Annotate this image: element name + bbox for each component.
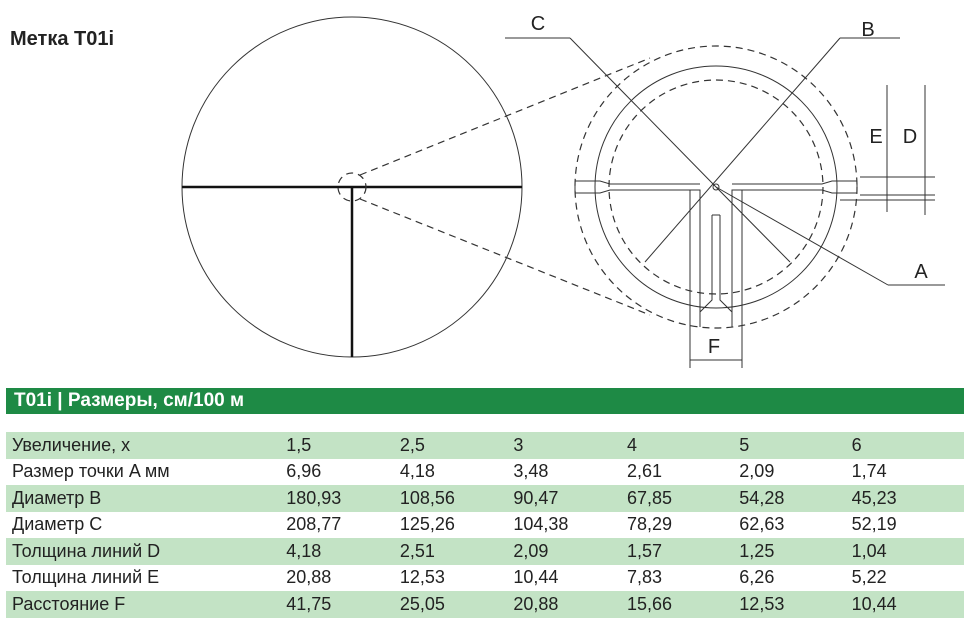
cell: 78,29 — [626, 514, 673, 535]
cell: 52,19 — [851, 514, 897, 535]
cell: 1,5 — [286, 434, 312, 455]
table-row: Диаметр C 208,77 125,26 104,38 78,29 62,63 52,… — [6, 512, 964, 539]
table-title: T01i | Размеры, см/100 м — [6, 388, 964, 414]
cell: 4,18 — [286, 540, 322, 561]
cell: 25,05 — [399, 593, 445, 614]
cell: 1,04 — [851, 540, 887, 561]
cell: 67,85 — [626, 487, 673, 508]
row-label: Размер точки A мм — [12, 461, 170, 482]
cell: 4,18 — [399, 461, 435, 482]
cell: 2,09 — [739, 461, 775, 482]
dimensions-table: Увеличение, x 1,5 2,5 3 4 5 6 Размер точки A мм… — [6, 432, 964, 618]
cell: 20,88 — [286, 567, 332, 588]
table-row: Расстояние F 41,75 25,05 20,88 15,66 12,53 10,… — [6, 591, 964, 618]
cell: 2,5 — [399, 434, 425, 455]
cell: 62,63 — [739, 514, 785, 535]
cell: 15,66 — [626, 593, 673, 614]
cell: 3,48 — [513, 461, 549, 482]
label-f: F — [708, 336, 720, 358]
cell: 108,56 — [399, 487, 455, 508]
cell: 10,44 — [851, 593, 897, 614]
cell: 2,61 — [626, 461, 663, 482]
cell: 208,77 — [286, 514, 342, 535]
row-label: Толщина линий D — [12, 540, 161, 561]
table-row: Увеличение, x 1,5 2,5 3 4 5 6 — [6, 432, 964, 459]
label-b: B — [861, 19, 874, 41]
label-a: A — [914, 261, 928, 283]
cell: 3 — [513, 434, 524, 455]
label-c: C — [531, 13, 545, 35]
title: Метка T01i — [10, 28, 115, 50]
cell: 90,47 — [513, 487, 559, 508]
cell: 5,22 — [851, 567, 887, 588]
table-row: Диаметр B 180,93 108,56 90,47 67,85 54,28 45,2… — [6, 485, 964, 512]
cell: 20,88 — [513, 593, 559, 614]
cell: 125,26 — [399, 514, 455, 535]
table-row: Размер точки A мм 6,96 4,18 3,48 2,61 2,09 1,7… — [6, 459, 964, 486]
cell: 1,74 — [851, 461, 887, 482]
cell: 6,26 — [739, 567, 775, 588]
cell: 7,83 — [626, 567, 663, 588]
table-row: Толщина линий D 4,18 2,51 2,09 1,57 1,25 1,04 — [6, 538, 964, 565]
cell: 12,53 — [739, 593, 785, 614]
cell: 2,51 — [399, 540, 435, 561]
reticle-diagram: C B E D A F — [181, 13, 945, 368]
cell: 5 — [739, 434, 750, 455]
cell: 1,57 — [626, 540, 663, 561]
cell: 104,38 — [513, 514, 569, 535]
row-label: Диаметр B — [12, 487, 102, 508]
row-label: Диаметр C — [12, 514, 103, 535]
row-label: Увеличение, x — [12, 434, 131, 455]
cell: 180,93 — [286, 487, 342, 508]
table-row: Толщина линий E 20,88 12,53 10,44 7,83 6,26 5,… — [6, 565, 964, 592]
label-d: D — [903, 126, 917, 148]
cell: 10,44 — [513, 567, 559, 588]
cell: 12,53 — [399, 567, 445, 588]
cell: 6,96 — [286, 461, 322, 482]
row-label: Расстояние F — [12, 593, 126, 614]
cell: 4 — [626, 434, 637, 455]
cell: 41,75 — [286, 593, 332, 614]
cell: 45,23 — [851, 487, 897, 508]
cell: 2,09 — [513, 540, 549, 561]
cell: 6 — [851, 434, 862, 455]
label-e: E — [869, 126, 882, 148]
cell: 54,28 — [739, 487, 785, 508]
cell: 1,25 — [739, 540, 775, 561]
row-label: Толщина линий E — [12, 567, 160, 588]
